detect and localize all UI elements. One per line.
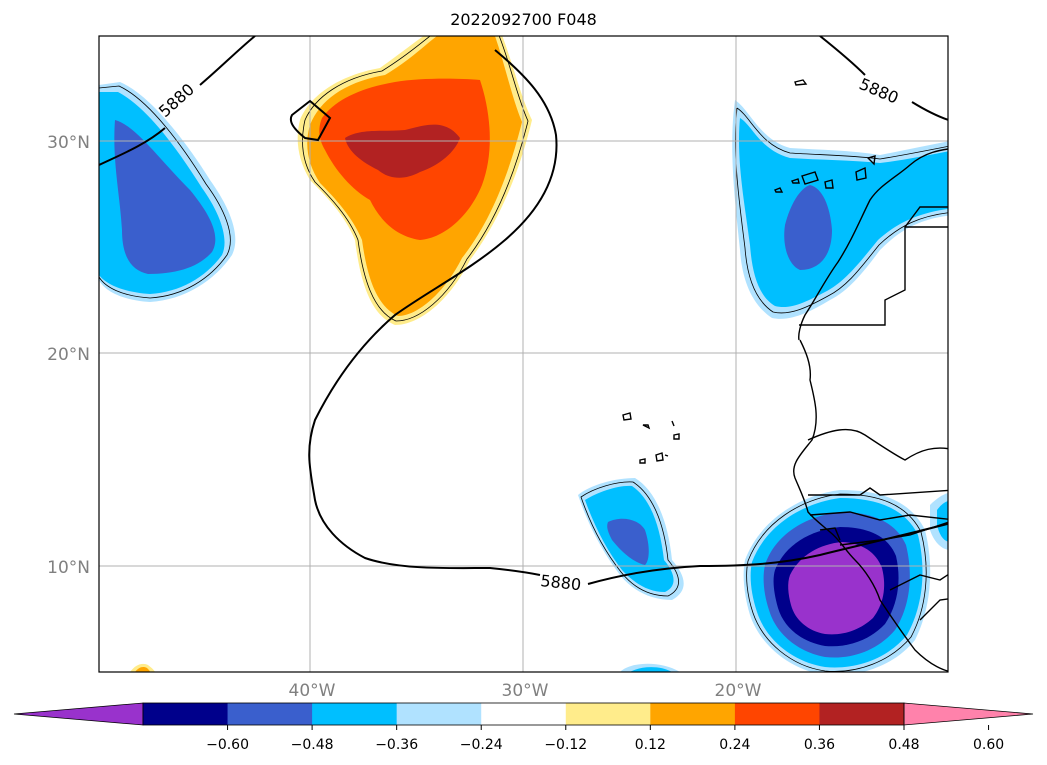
colorbar-extend-high — [903, 702, 1034, 726]
colorbar-tick-label: 0.12 — [635, 737, 666, 753]
colorbar-cell — [565, 703, 651, 725]
map-frame — [98, 35, 949, 673]
colorbar-tick-label: −0.36 — [375, 737, 418, 753]
contour-label-south: 5880 — [540, 571, 582, 594]
colorbar-cell — [312, 703, 398, 725]
lon-tick-label: 40°W — [289, 681, 336, 701]
colorbar-cell — [396, 703, 482, 725]
lat-tick-label: 10°N — [47, 558, 90, 578]
lat-tick-label: 30°N — [47, 133, 90, 153]
colorbar-extend-low — [13, 702, 144, 726]
lon-tick-label: 30°W — [502, 681, 549, 701]
colorbar-tick-label: −0.12 — [544, 737, 587, 753]
latitude-axis: 30°N 20°N 10°N — [47, 133, 90, 578]
colorbar-cell — [819, 703, 905, 725]
colorbar-cell — [143, 703, 229, 725]
colorbar-tick-label: −0.60 — [206, 737, 249, 753]
colorbar-tick-label: 0.60 — [973, 737, 1004, 753]
colorbar-tick-label: −0.24 — [460, 737, 503, 753]
map-plot-area: 5880 5880 5880 — [99, 36, 948, 672]
negative-anomaly-west-africa — [130, 490, 948, 672]
colorbar-cell — [734, 703, 820, 725]
longitude-axis: 40°W 30°W 20°W — [289, 681, 762, 701]
contour-label-northeast: 5880 — [856, 74, 901, 107]
colorbar-tick-label: 0.24 — [719, 737, 750, 753]
lat-tick-label: 20°N — [47, 345, 90, 365]
colorbar-cell — [481, 703, 567, 725]
positive-anomaly-blob — [297, 36, 532, 325]
colorbar-tick-label: −0.48 — [291, 737, 334, 753]
negative-anomaly-canary — [732, 100, 948, 319]
colorbar-cell — [227, 703, 313, 725]
contour-label-northwest: 5880 — [155, 80, 198, 121]
colorbar-frame — [142, 702, 905, 726]
negative-anomaly-west — [99, 82, 236, 302]
colorbar-cell — [650, 703, 736, 725]
map-title: 2022092700 F048 — [450, 10, 597, 29]
height-contour-5880 — [99, 36, 948, 585]
colorbar-tick-label: 0.48 — [888, 737, 919, 753]
lon-tick-label: 20°W — [715, 681, 762, 701]
gridlines — [99, 36, 948, 672]
colorbar-tick-label: 0.36 — [804, 737, 835, 753]
colorbar: −0.60 −0.48 −0.36 −0.24 −0.12 0.12 0.24 0.36 0.4… — [13, 702, 1034, 753]
